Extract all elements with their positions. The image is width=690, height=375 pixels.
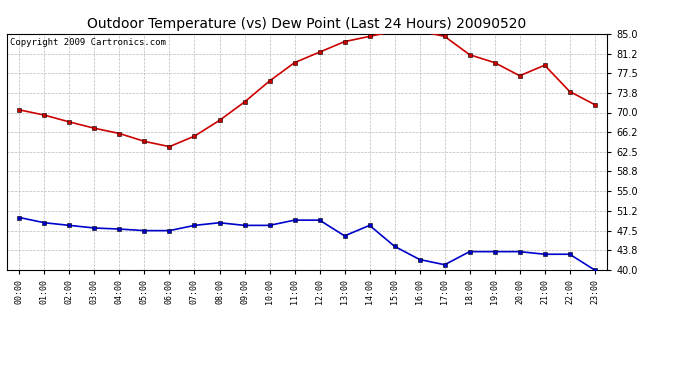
Text: Copyright 2009 Cartronics.com: Copyright 2009 Cartronics.com [10, 39, 166, 48]
Title: Outdoor Temperature (vs) Dew Point (Last 24 Hours) 20090520: Outdoor Temperature (vs) Dew Point (Last… [88, 17, 526, 31]
